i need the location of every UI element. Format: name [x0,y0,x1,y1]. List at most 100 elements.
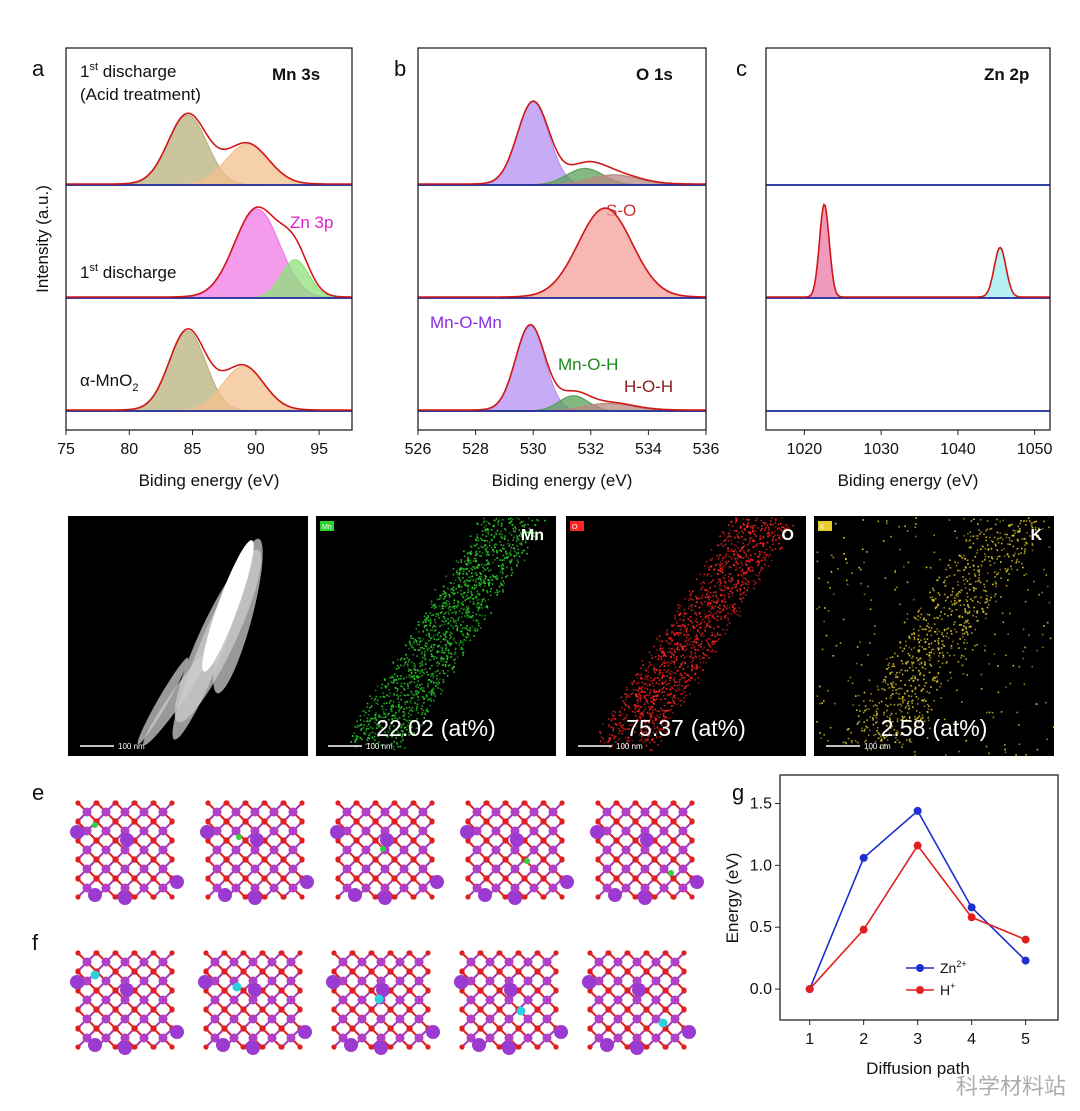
signal-dot [417,624,420,626]
signal-dot [449,596,451,598]
signal-dot [454,658,456,661]
signal-dot [510,574,513,577]
x-tick-label: 1030 [863,441,899,458]
signal-dot [395,687,397,689]
signal-dot [598,730,601,733]
signal-dot [686,674,688,676]
signal-dot [522,520,525,523]
signal-dot [716,563,718,566]
signal-dot [652,701,654,704]
signal-dot [910,677,912,680]
signal-dot [967,633,969,636]
signal-dot [484,582,486,584]
signal-dot [653,689,656,691]
signal-dot [743,550,745,553]
signal-dot [919,607,922,610]
signal-dot [740,573,743,576]
signal-dot [916,717,919,719]
mn-atom [210,957,220,967]
signal-dot [908,732,911,735]
signal-dot [433,603,436,605]
mn-atom [120,864,130,874]
signal-dot [438,598,441,600]
signal-dot [966,559,969,562]
o-atom [94,876,100,882]
signal-dot [967,612,969,615]
signal-dot [973,589,975,592]
signal-dot [440,660,442,662]
signal-dot [467,611,469,614]
signal-dot [989,564,992,566]
x-tick-label: 1050 [1017,441,1053,458]
signal-dot [668,694,670,696]
signal-dot [928,646,930,648]
signal-dot [909,666,911,669]
signal-dot [742,545,745,548]
signal-dot [975,616,977,618]
mn-atom [342,826,352,836]
signal-dot [383,678,386,680]
signal-dot [644,683,646,686]
signal-dot [892,663,895,665]
signal-dot [663,686,665,688]
signal-dot [738,555,741,558]
signal-dot [619,711,621,714]
signal-dot [723,604,725,607]
signal-dot [964,587,967,589]
signal-dot [399,678,402,680]
o-atom [297,1007,303,1013]
signal-dot [725,561,728,563]
signal-dot [382,692,384,694]
signal-dot [645,740,647,743]
signal-dot [425,619,427,621]
o-atom [113,876,119,882]
signal-dot [422,696,424,698]
signal-dot [428,647,430,650]
signal-dot [735,561,738,564]
signal-dot [453,593,455,596]
mn-atom [250,883,260,893]
signal-dot [645,675,647,678]
mn-atom [286,957,296,967]
signal-dot [469,616,472,618]
signal-dot [417,696,419,698]
map-image: O O75.37 (at%)100 nm [566,516,806,756]
signal-dot [421,713,423,715]
signal-dot [493,535,496,537]
mn-atom [82,845,92,855]
signal-dot [638,686,640,689]
signal-dot [368,714,370,716]
signal-dot [393,748,395,751]
signal-dot [757,564,759,566]
signal-dot [707,573,709,575]
signal-dot [376,699,379,702]
signal-dot [961,629,964,631]
signal-dot [461,594,463,597]
signal-dot [935,606,937,608]
signal-dot [1004,751,1007,754]
signal-dot [655,682,658,684]
signal-dot [446,631,449,633]
signal-dot [901,673,904,676]
signal-dot [643,696,646,699]
signal-dot [476,536,478,538]
signal-dot [423,672,426,675]
signal-dot [862,519,865,521]
signal-dot [923,617,926,620]
signal-dot [943,581,945,584]
signal-dot [464,568,467,570]
signal-dot [427,711,429,713]
diffusing-ion [236,834,242,840]
signal-dot [902,662,904,665]
signal-dot [714,568,716,570]
signal-dot [895,676,897,678]
signal-dot [719,570,721,572]
signal-dot [876,712,878,715]
signal-dot [509,554,512,556]
signal-dot [867,654,869,656]
signal-dot [710,581,713,583]
signal-dot [532,531,535,534]
signal-dot [682,654,684,656]
signal-dot [690,629,692,632]
signal-dot [484,606,487,608]
